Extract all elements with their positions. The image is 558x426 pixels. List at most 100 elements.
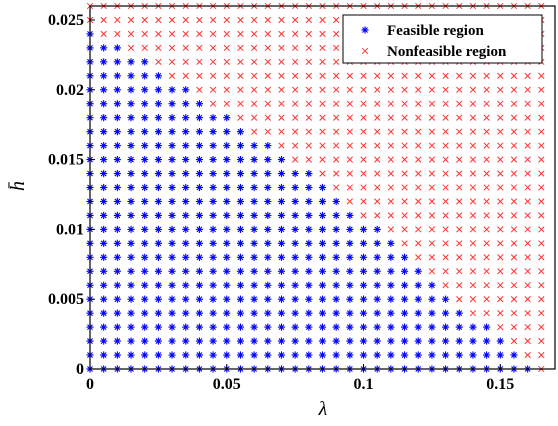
nonfeasible-point [250, 30, 258, 38]
nonfeasible-point [264, 44, 271, 52]
feasible-point [428, 281, 436, 289]
feasible-point [236, 295, 245, 303]
feasible-point [168, 337, 176, 345]
feasible-point [277, 337, 286, 345]
feasible-point [100, 44, 108, 52]
feasible-point [236, 281, 245, 289]
nonfeasible-point [196, 30, 203, 38]
nonfeasible-point [401, 72, 408, 79]
nonfeasible-point [415, 226, 422, 233]
feasible-point [168, 114, 176, 122]
feasible-point [359, 225, 368, 233]
nonfeasible-point [510, 128, 518, 135]
feasible-point [291, 253, 299, 261]
feasible-point [100, 337, 108, 345]
nonfeasible-point [374, 212, 381, 219]
nonfeasible-point [428, 142, 436, 149]
nonfeasible-point [469, 198, 477, 205]
nonfeasible-point [250, 100, 258, 107]
feasible-point [127, 225, 135, 233]
feasible-point [223, 267, 231, 275]
feasible-point [236, 239, 245, 247]
nonfeasible-point [428, 226, 436, 233]
nonfeasible-point [469, 226, 477, 233]
nonfeasible-point [333, 100, 340, 107]
feasible-point [182, 281, 190, 289]
nonfeasible-point [387, 142, 395, 149]
nonfeasible-point [387, 114, 395, 121]
nonfeasible-point [497, 128, 504, 135]
feasible-point [510, 351, 518, 359]
nonfeasible-point [305, 128, 312, 135]
nonfeasible-point [374, 114, 381, 121]
nonfeasible-point [346, 114, 354, 121]
nonfeasible-point [524, 184, 531, 191]
legend-star-icon [361, 26, 369, 34]
feasible-point [195, 351, 204, 359]
feasible-point [332, 323, 340, 331]
feasible-point [428, 309, 436, 317]
feasible-point [182, 100, 190, 108]
feasible-point [182, 183, 190, 192]
feasible-point [332, 309, 340, 317]
feasible-point [359, 239, 368, 247]
feasible-point [223, 323, 231, 331]
nonfeasible-point [538, 184, 545, 191]
nonfeasible-point [250, 86, 258, 93]
feasible-point [332, 225, 340, 233]
feasible-point [400, 281, 409, 289]
feasible-point [209, 225, 217, 233]
feasible-point [291, 197, 299, 206]
feasible-point [182, 142, 190, 150]
nonfeasible-point [456, 128, 463, 135]
feasible-point [332, 253, 340, 261]
feasible-point [127, 72, 135, 80]
nonfeasible-point [415, 142, 422, 149]
feasible-point [346, 281, 354, 289]
nonfeasible-point [374, 156, 381, 163]
nonfeasible-point [333, 142, 340, 149]
feasible-point [127, 197, 135, 206]
nonfeasible-point [497, 100, 504, 107]
nonfeasible-point [497, 226, 504, 233]
feasible-point [209, 169, 217, 178]
nonfeasible-point [168, 58, 176, 65]
nonfeasible-point [538, 156, 545, 163]
feasible-point [127, 267, 135, 275]
nonfeasible-point [510, 100, 518, 107]
feasible-point [127, 142, 135, 150]
feasible-point [250, 211, 258, 220]
nonfeasible-point [524, 114, 531, 121]
feasible-point [264, 323, 272, 331]
feasible-point [441, 351, 450, 359]
nonfeasible-point [319, 30, 326, 38]
nonfeasible-point [483, 254, 490, 261]
nonfeasible-point [401, 142, 408, 149]
nonfeasible-point [319, 44, 326, 52]
feasible-point [277, 253, 286, 261]
nonfeasible-point [333, 156, 340, 163]
nonfeasible-point [182, 30, 189, 38]
feasible-point [154, 155, 162, 164]
nonfeasible-point [428, 156, 436, 163]
feasible-point [250, 225, 258, 233]
feasible-point [318, 225, 327, 233]
nonfeasible-point [278, 142, 285, 149]
feasible-point [277, 267, 286, 275]
feasible-point [359, 253, 368, 261]
feasible-point [414, 309, 422, 317]
nonfeasible-point [291, 16, 299, 24]
nonfeasible-point [469, 114, 477, 121]
feasible-point [387, 281, 395, 289]
nonfeasible-point [483, 170, 490, 177]
feasible-point [359, 323, 368, 331]
feasible-point [209, 323, 217, 331]
feasible-point [236, 309, 245, 317]
nonfeasible-point [346, 170, 354, 177]
nonfeasible-point [333, 128, 340, 135]
nonfeasible-point [497, 296, 504, 303]
nonfeasible-point [497, 323, 504, 331]
nonfeasible-point [196, 86, 203, 93]
feasible-point [113, 337, 121, 345]
nonfeasible-point [387, 198, 395, 205]
